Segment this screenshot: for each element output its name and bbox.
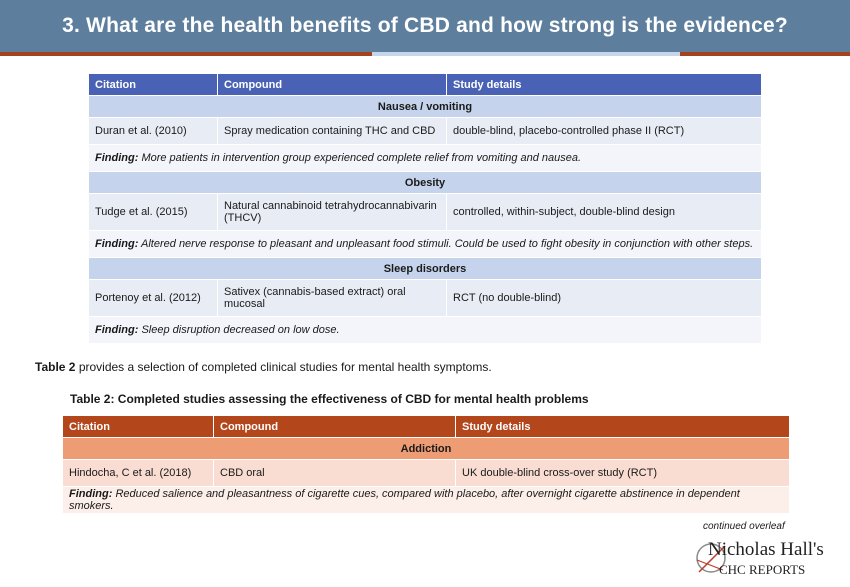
section-row: Obesity xyxy=(88,171,762,194)
compound-cell: Spray medication containing THC and CBD xyxy=(217,117,447,145)
citation-cell: Portenoy et al. (2012) xyxy=(88,279,218,317)
table-physical-conditions: Citation Compound Study details Nausea /… xyxy=(88,73,762,344)
study-details-cell: double-blind, placebo-controlled phase I… xyxy=(446,117,762,145)
column-header-compound: Compound xyxy=(213,415,456,438)
compound-cell: CBD oral xyxy=(213,459,456,487)
intro-rest: provides a selection of completed clinic… xyxy=(78,360,492,374)
table2-intro-text: Table 2 provides a selection of complete… xyxy=(35,360,492,374)
section-title: Sleep disorders xyxy=(88,257,762,280)
finding-label: Finding: xyxy=(95,152,139,164)
compound-cell: Sativex (cannabis-based extract) oral mu… xyxy=(217,279,447,317)
finding-cell: Finding: Reduced salience and pleasantne… xyxy=(62,486,790,514)
column-header-citation: Citation xyxy=(88,73,218,96)
compound-cell: Natural cannabinoid tetrahydrocannabivar… xyxy=(217,193,447,231)
table-row: Portenoy et al. (2012) Sativex (cannabis… xyxy=(88,279,762,317)
publisher-logo: Nicholas Hall's CHC REPORTS xyxy=(693,537,843,579)
study-details-cell: controlled, within-subject, double-blind… xyxy=(446,193,762,231)
banner-accent-strip xyxy=(0,52,850,56)
logo-name: Nicholas Hall's xyxy=(708,539,824,560)
finding-row: Finding: Sleep disruption decreased on l… xyxy=(88,316,762,344)
column-header-study-details: Study details xyxy=(446,73,762,96)
logo-subtitle: CHC REPORTS xyxy=(719,562,806,577)
strip-segment-right xyxy=(680,52,850,56)
finding-row: Finding: Reduced salience and pleasantne… xyxy=(62,486,790,514)
finding-cell: Finding: Altered nerve response to pleas… xyxy=(88,230,762,258)
section-row: Addiction xyxy=(62,437,790,460)
strip-segment-left xyxy=(0,52,372,56)
finding-cell: Finding: More patients in intervention g… xyxy=(88,144,762,172)
column-header-compound: Compound xyxy=(217,73,447,96)
section-title: Nausea / vomiting xyxy=(88,95,762,118)
finding-label: Finding: xyxy=(95,324,139,336)
table-mental-health: Citation Compound Study details Addictio… xyxy=(62,415,790,514)
table-row: Duran et al. (2010) Spray medication con… xyxy=(88,117,762,145)
section-title: Addiction xyxy=(62,437,790,460)
logo-circle-icon xyxy=(696,543,726,573)
finding-row: Finding: More patients in intervention g… xyxy=(88,144,762,172)
section-title: Obesity xyxy=(88,171,762,194)
section-row: Nausea / vomiting xyxy=(88,95,762,118)
finding-text: Altered nerve response to pleasant and u… xyxy=(141,238,754,250)
column-header-study-details: Study details xyxy=(455,415,790,438)
page-title: 3. What are the health benefits of CBD a… xyxy=(62,14,788,37)
finding-text: Reduced salience and pleasantness of cig… xyxy=(69,488,740,512)
finding-label: Finding: xyxy=(69,488,113,500)
table-row: Tudge et al. (2015) Natural cannabinoid … xyxy=(88,193,762,231)
finding-text: Sleep disruption decreased on low dose. xyxy=(141,324,340,336)
citation-cell: Hindocha, C et al. (2018) xyxy=(62,459,214,487)
strip-segment-middle xyxy=(372,52,680,56)
study-details-cell: RCT (no double-blind) xyxy=(446,279,762,317)
citation-cell: Tudge et al. (2015) xyxy=(88,193,218,231)
citation-cell: Duran et al. (2010) xyxy=(88,117,218,145)
table-header-row: Citation Compound Study details xyxy=(88,73,762,96)
table2-title: Table 2: Completed studies assessing the… xyxy=(70,392,589,406)
finding-row: Finding: Altered nerve response to pleas… xyxy=(88,230,762,258)
table-header-row: Citation Compound Study details xyxy=(62,415,790,438)
title-banner xyxy=(0,0,850,52)
section-row: Sleep disorders xyxy=(88,257,762,280)
finding-text: More patients in intervention group expe… xyxy=(141,152,582,164)
study-details-cell: UK double-blind cross-over study (RCT) xyxy=(455,459,790,487)
column-header-citation: Citation xyxy=(62,415,214,438)
intro-bold: Table 2 xyxy=(35,360,76,374)
finding-label: Finding: xyxy=(95,238,139,250)
table-row: Hindocha, C et al. (2018) CBD oral UK do… xyxy=(62,459,790,487)
continued-overleaf-note: continued overleaf xyxy=(703,521,785,532)
finding-cell: Finding: Sleep disruption decreased on l… xyxy=(88,316,762,344)
